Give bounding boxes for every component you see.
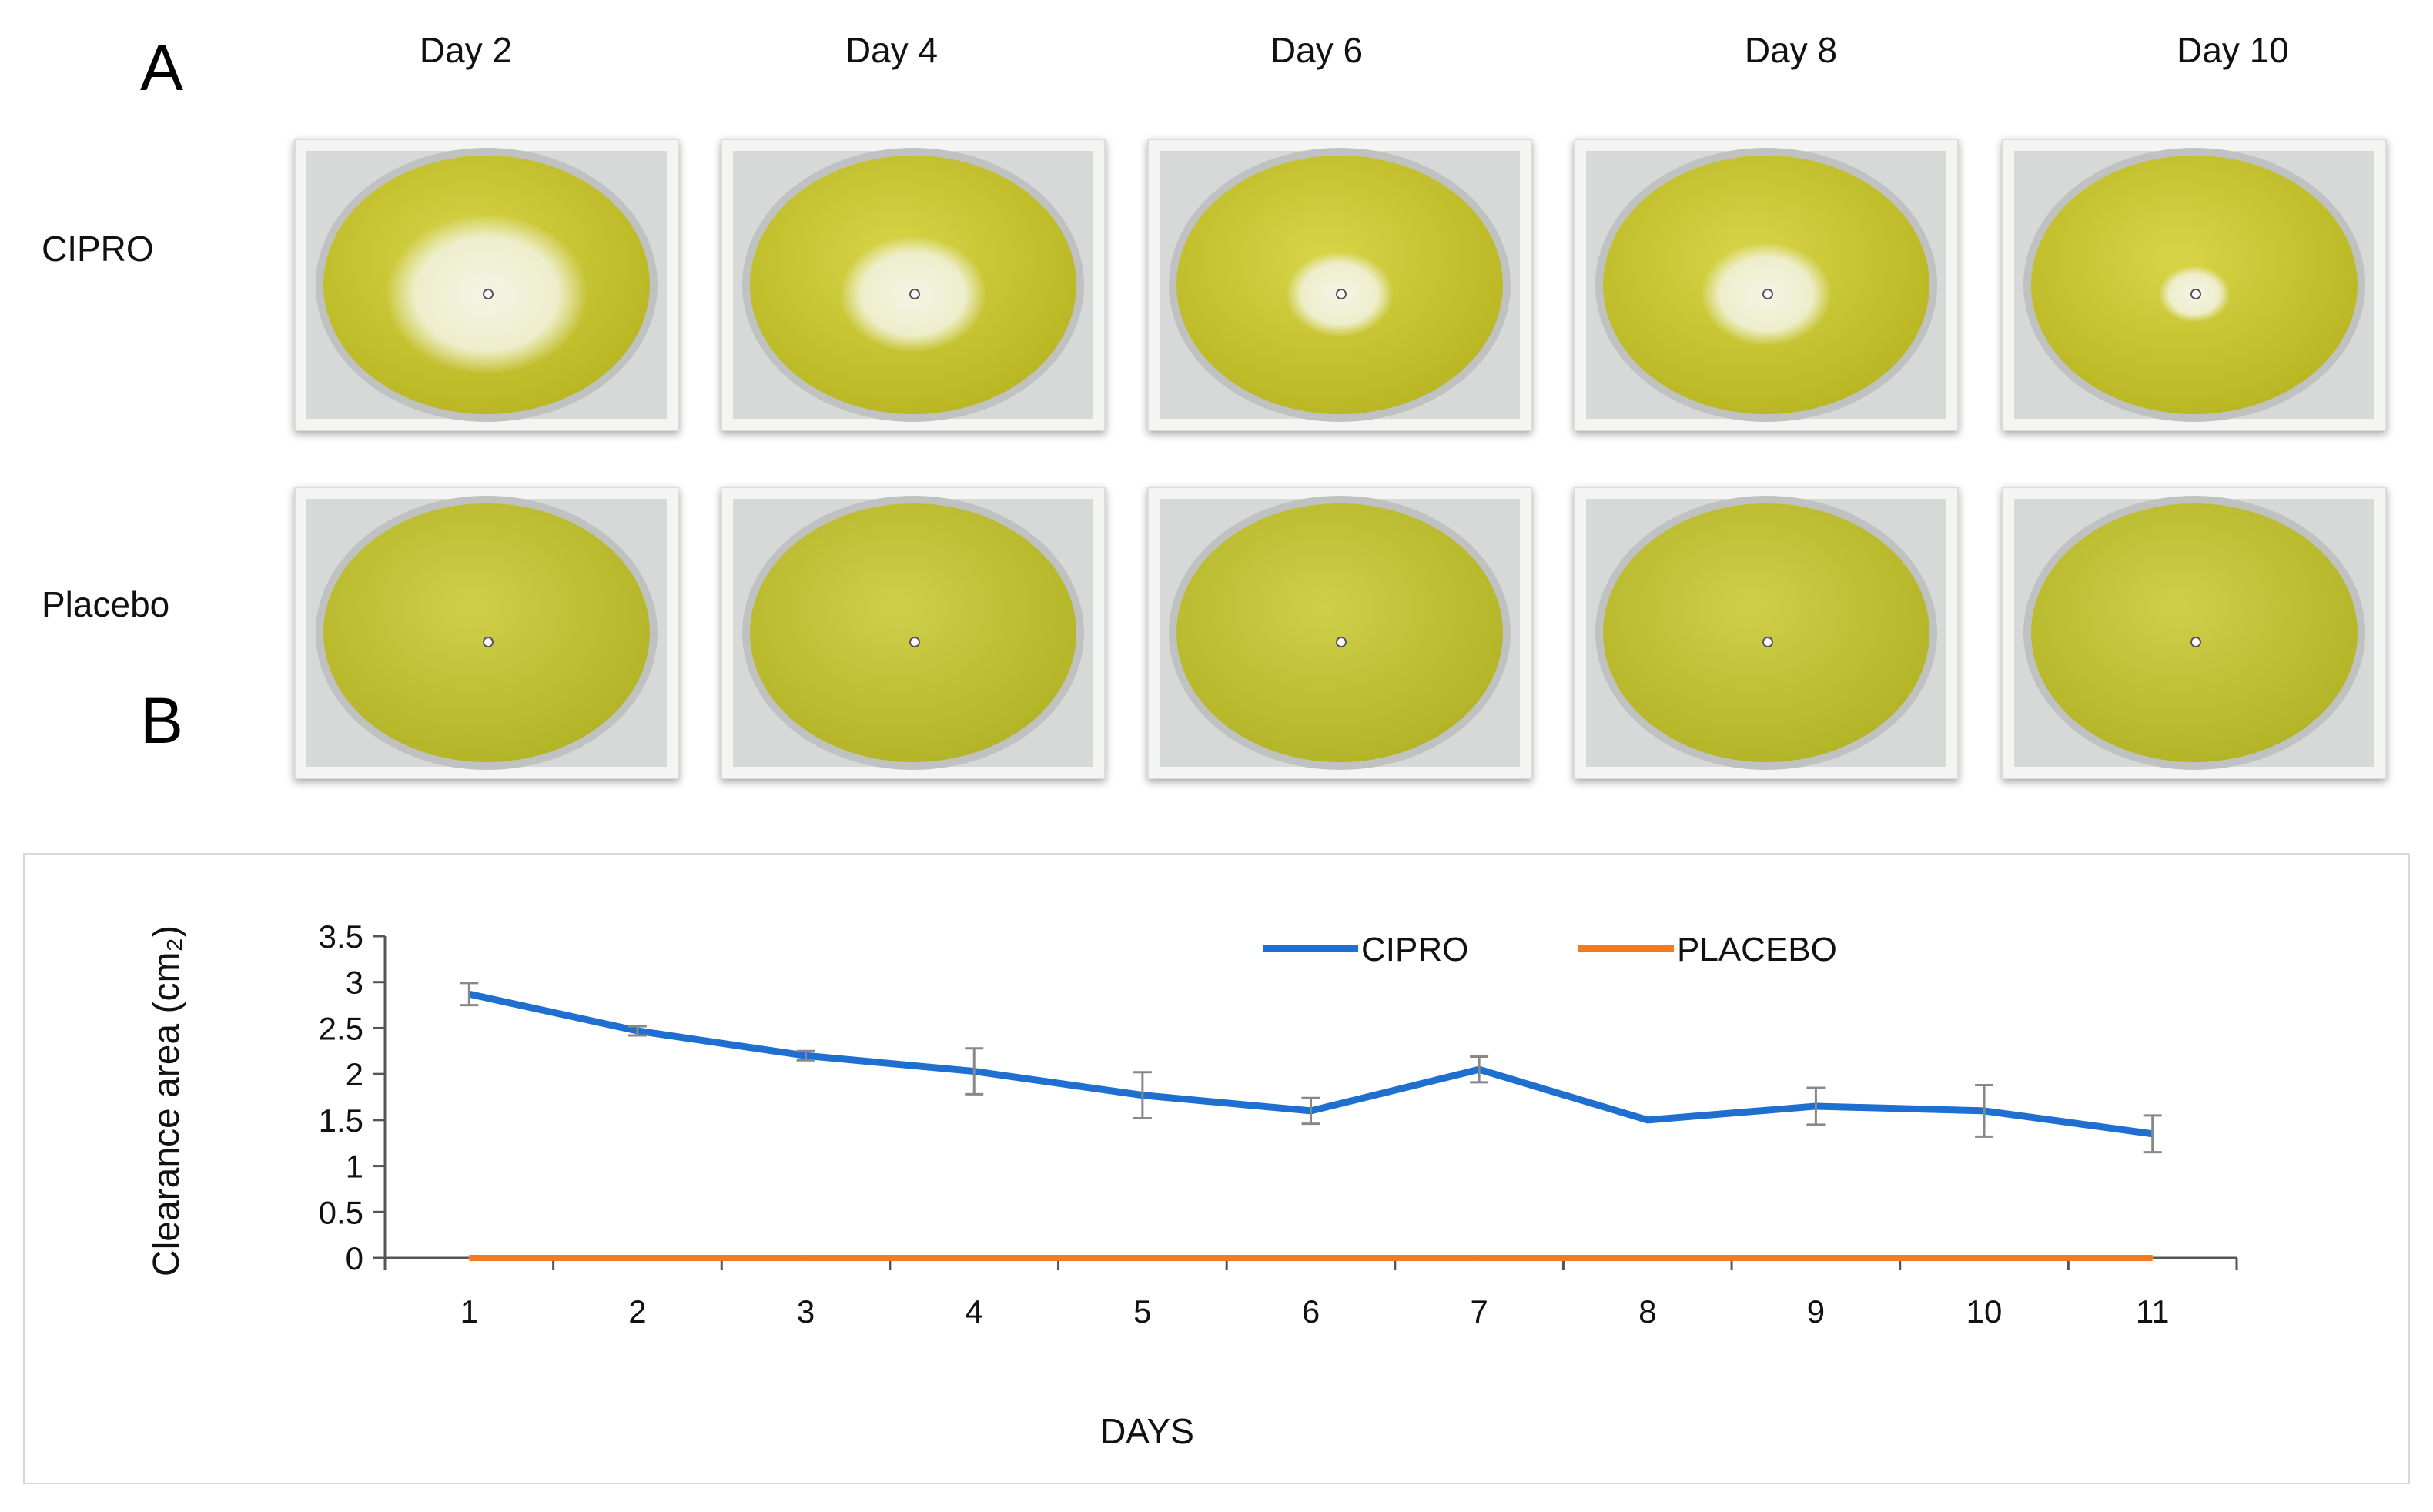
petri-dish-photo	[721, 139, 1106, 431]
agar-plate	[750, 503, 1076, 762]
petri-dish-photo	[1574, 139, 1959, 431]
day-label: Day 10	[2177, 30, 2289, 70]
y-tick-label: 0	[346, 1240, 363, 1276]
petri-dish-photo	[2002, 487, 2387, 779]
chart-panel	[23, 853, 2410, 1484]
data-point-placebo	[1983, 1257, 1986, 1259]
data-point-placebo	[2151, 1257, 2154, 1259]
y-tick-label: 3	[346, 965, 363, 1001]
data-point-placebo	[1646, 1257, 1648, 1259]
petri-dish-photo	[721, 487, 1106, 779]
agar-plate	[323, 503, 650, 762]
error-bar	[460, 982, 479, 1007]
x-tick-label: 2	[628, 1293, 646, 1330]
data-point-placebo	[1815, 1257, 1817, 1259]
day-label: Day 8	[1744, 30, 1838, 70]
petri-dish-photo	[294, 487, 679, 779]
petri-dish-photo	[1147, 139, 1532, 431]
data-point-placebo	[636, 1257, 638, 1259]
day-label: Day 4	[845, 30, 939, 70]
y-tick-label: 2	[346, 1056, 363, 1092]
y-axis-label: Clearance area (cm₂)	[146, 925, 187, 1276]
petri-dish-photo	[1147, 487, 1532, 779]
day-label: Day 6	[1270, 30, 1364, 70]
data-point-placebo	[973, 1257, 976, 1259]
agar-plate	[1176, 503, 1503, 762]
error-bar	[796, 1049, 815, 1062]
error-bar	[1301, 1096, 1320, 1126]
data-point-placebo	[805, 1257, 807, 1259]
error-bar	[965, 1047, 984, 1096]
x-tick-label: 1	[460, 1293, 478, 1330]
y-tick-label: 2.5	[319, 1010, 363, 1046]
x-tick-label: 10	[1966, 1293, 2003, 1330]
x-tick-label: 11	[2136, 1293, 2170, 1330]
x-tick-label: 6	[1302, 1293, 1320, 1330]
data-point-placebo	[1310, 1257, 1312, 1259]
error-bar	[1806, 1086, 1826, 1126]
error-bar	[1133, 1071, 1152, 1119]
legend-label-cipro: CIPRO	[1361, 931, 1468, 968]
data-point-placebo	[468, 1257, 470, 1259]
panel-label-a: A	[140, 32, 184, 104]
agar-plate	[1603, 503, 1929, 762]
error-bar	[2143, 1114, 2162, 1154]
petri-dish-photo	[2002, 139, 2387, 431]
y-tick-label: 3.5	[319, 918, 363, 955]
data-point-placebo	[1141, 1257, 1143, 1259]
x-tick-label: 7	[1470, 1293, 1488, 1330]
data-point-cipro	[1646, 1119, 1648, 1121]
legend-label-placebo: PLACEBO	[1677, 931, 1837, 968]
row-label-cipro: CIPRO	[42, 229, 154, 269]
error-bar	[1975, 1083, 1994, 1138]
x-tick-label: 5	[1133, 1293, 1151, 1330]
agar-plate	[2031, 503, 2358, 762]
x-tick-label: 3	[797, 1293, 815, 1330]
row-label-placebo: Placebo	[42, 584, 170, 624]
data-point-placebo	[1478, 1257, 1481, 1259]
petri-dish-photo	[294, 139, 679, 431]
y-tick-label: 0.5	[319, 1194, 363, 1230]
error-bar	[627, 1025, 647, 1037]
x-tick-label: 9	[1807, 1293, 1825, 1330]
petri-dish-photo	[1574, 487, 1959, 779]
panel-label-b: B	[140, 684, 184, 757]
error-bar	[1470, 1055, 1489, 1084]
day-label: Day 2	[419, 30, 513, 70]
y-tick-label: 1	[346, 1149, 363, 1185]
x-axis-label: DAYS	[1100, 1411, 1194, 1451]
x-tick-label: 4	[966, 1293, 983, 1330]
y-tick-label: 1.5	[319, 1102, 363, 1139]
x-tick-label: 8	[1638, 1293, 1656, 1330]
